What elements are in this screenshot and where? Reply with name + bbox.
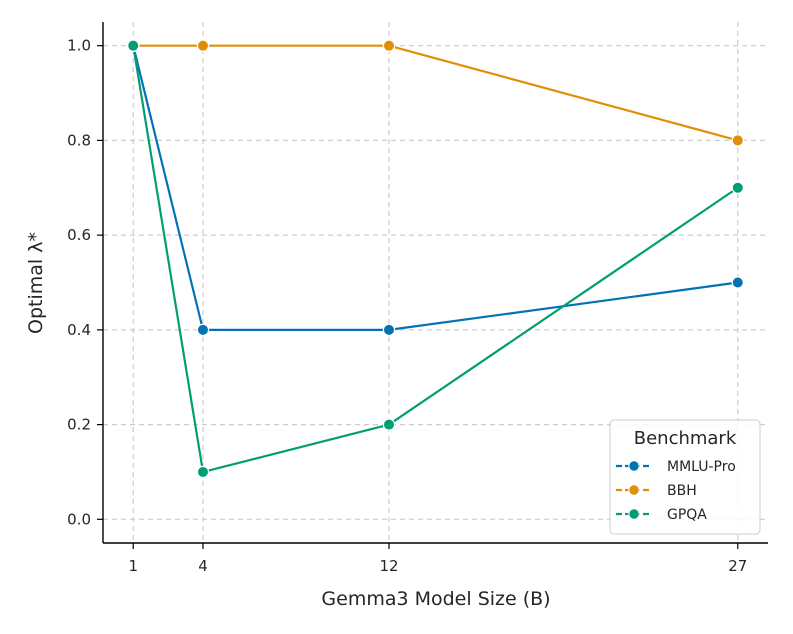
legend-swatch-marker [628, 460, 640, 472]
y-tick-label: 0.6 [67, 226, 91, 244]
series-line [132, 45, 739, 474]
data-point [731, 134, 744, 147]
y-tick-label: 0.8 [67, 131, 91, 149]
series-line [132, 45, 738, 331]
data-point [382, 418, 396, 431]
y-ticks: 0.0 0.2 0.4 0.6 0.8 1.0 [67, 37, 103, 528]
y-tick-label: 0.4 [67, 321, 91, 339]
x-axis-label: Gemma3 Model Size (B) [321, 588, 550, 610]
legend-entries: MMLU-Pro BBH GPQA [616, 459, 736, 523]
data-point [382, 39, 396, 52]
y-tick-label: 1.0 [67, 37, 91, 55]
legend-label: MMLU-Pro [667, 459, 736, 475]
data-point [196, 39, 210, 52]
series-lines [132, 44, 739, 474]
legend-label: GPQA [667, 507, 707, 523]
x-tick-label: 12 [379, 557, 398, 575]
x-tick-label: 27 [728, 557, 747, 575]
legend-swatch-marker [628, 508, 640, 520]
legend: Benchmark MMLU-Pro BBH GPQA [609, 419, 761, 535]
data-point [196, 323, 210, 337]
data-point [127, 39, 140, 52]
y-tick-label: 0.2 [67, 416, 91, 434]
data-point [382, 323, 396, 337]
data-point [731, 276, 744, 289]
legend-label: BBH [667, 483, 697, 499]
x-ticks: 1 4 12 27 [128, 543, 747, 575]
legend-title: Benchmark [634, 428, 737, 449]
legend-swatch-marker [628, 484, 640, 496]
x-tick-label: 4 [198, 557, 208, 575]
axes [102, 22, 768, 544]
x-tick-label: 1 [128, 557, 138, 575]
y-axis-label: Optimal λ* [25, 232, 47, 334]
legend-box [609, 419, 761, 535]
series-line [133, 44, 739, 142]
data-point [196, 465, 210, 479]
series-points [127, 39, 744, 479]
y-tick-label: 0.0 [67, 510, 91, 528]
data-point [731, 181, 744, 194]
